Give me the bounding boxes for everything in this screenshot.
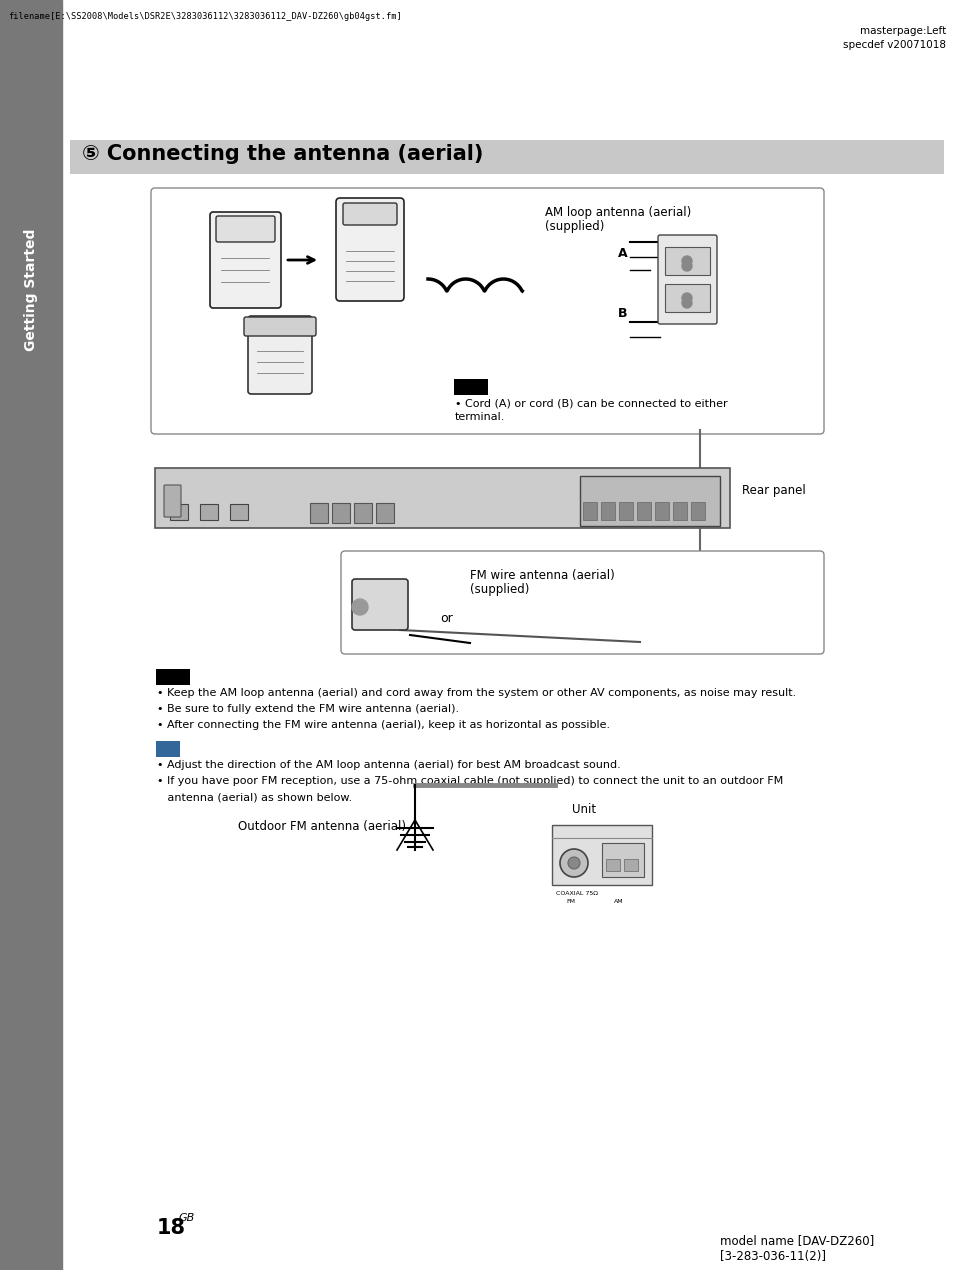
FancyBboxPatch shape xyxy=(156,669,190,685)
Bar xyxy=(552,826,651,885)
Bar xyxy=(655,502,668,519)
FancyBboxPatch shape xyxy=(244,318,315,337)
Text: • Cord (A) or cord (B) can be connected to either: • Cord (A) or cord (B) can be connected … xyxy=(455,398,727,408)
Circle shape xyxy=(559,850,587,878)
Bar xyxy=(230,504,248,519)
Text: 18: 18 xyxy=(157,1218,186,1238)
Bar xyxy=(310,503,328,523)
Text: B: B xyxy=(618,307,627,320)
Circle shape xyxy=(681,262,691,271)
Text: • Be sure to fully extend the FM wire antenna (aerial).: • Be sure to fully extend the FM wire an… xyxy=(157,704,458,714)
Text: AM loop antenna (aerial): AM loop antenna (aerial) xyxy=(544,206,691,218)
Text: terminal.: terminal. xyxy=(455,411,505,422)
Bar xyxy=(0,0,62,1270)
Text: (supplied): (supplied) xyxy=(470,583,529,596)
Bar xyxy=(170,504,188,519)
Bar xyxy=(623,859,638,871)
Bar xyxy=(605,859,619,871)
Text: ⑤ Connecting the antenna (aerial): ⑤ Connecting the antenna (aerial) xyxy=(82,144,483,164)
Circle shape xyxy=(681,293,691,304)
Text: [3-283-036-11(2)]: [3-283-036-11(2)] xyxy=(720,1250,825,1262)
Text: Note: Note xyxy=(161,672,185,681)
Bar xyxy=(354,503,372,523)
Circle shape xyxy=(352,599,368,615)
Text: Unit: Unit xyxy=(572,803,596,817)
Text: FM: FM xyxy=(565,899,575,904)
Text: masterpage:Left: masterpage:Left xyxy=(859,25,945,36)
Text: model name [DAV-DZ260]: model name [DAV-DZ260] xyxy=(720,1234,873,1247)
Text: Tip: Tip xyxy=(160,744,175,753)
Bar xyxy=(579,476,720,526)
FancyBboxPatch shape xyxy=(210,212,281,309)
Bar xyxy=(70,140,943,174)
Bar xyxy=(200,504,218,519)
FancyBboxPatch shape xyxy=(156,740,180,757)
FancyBboxPatch shape xyxy=(215,216,274,243)
Text: antenna (aerial) as shown below.: antenna (aerial) as shown below. xyxy=(157,792,352,801)
Text: or: or xyxy=(439,612,453,625)
Text: COAXIAL 75Ω: COAXIAL 75Ω xyxy=(556,892,598,897)
Bar xyxy=(664,284,709,312)
FancyBboxPatch shape xyxy=(343,203,396,225)
Text: • After connecting the FM wire antenna (aerial), keep it as horizontal as possib: • After connecting the FM wire antenna (… xyxy=(157,720,610,730)
Bar xyxy=(582,502,597,519)
Text: Note: Note xyxy=(458,382,482,391)
Text: (supplied): (supplied) xyxy=(544,220,604,232)
FancyBboxPatch shape xyxy=(352,579,408,630)
Bar xyxy=(690,502,704,519)
Circle shape xyxy=(681,257,691,265)
Circle shape xyxy=(681,298,691,309)
Bar xyxy=(332,503,350,523)
FancyBboxPatch shape xyxy=(151,188,823,434)
Bar xyxy=(637,502,650,519)
Bar xyxy=(601,843,643,878)
Text: filename[E:\SS2008\Models\DSR2E\3283036112\3283036112_DAV-DZ260\gb04gst.fm]: filename[E:\SS2008\Models\DSR2E\32830361… xyxy=(8,11,401,22)
Circle shape xyxy=(567,857,579,869)
Text: A: A xyxy=(618,246,627,260)
Text: Rear panel: Rear panel xyxy=(741,484,805,497)
Bar xyxy=(664,246,709,276)
Text: GB: GB xyxy=(179,1213,195,1223)
Bar xyxy=(618,502,633,519)
FancyBboxPatch shape xyxy=(658,235,717,324)
Text: AM: AM xyxy=(614,899,623,904)
Bar xyxy=(600,502,615,519)
Text: • If you have poor FM reception, use a 75-ohm coaxial cable (not supplied) to co: • If you have poor FM reception, use a 7… xyxy=(157,776,782,786)
FancyBboxPatch shape xyxy=(335,198,403,301)
Text: specdef v20071018: specdef v20071018 xyxy=(842,39,945,50)
Bar xyxy=(375,503,394,523)
Bar xyxy=(672,502,686,519)
Text: Outdoor FM antenna (aerial): Outdoor FM antenna (aerial) xyxy=(237,820,406,833)
Text: • Keep the AM loop antenna (aerial) and cord away from the system or other AV co: • Keep the AM loop antenna (aerial) and … xyxy=(157,688,796,698)
FancyBboxPatch shape xyxy=(340,551,823,654)
Text: FM wire antenna (aerial): FM wire antenna (aerial) xyxy=(470,569,614,582)
FancyBboxPatch shape xyxy=(248,316,312,394)
Text: • Adjust the direction of the AM loop antenna (aerial) for best AM broadcast sou: • Adjust the direction of the AM loop an… xyxy=(157,759,620,770)
Bar xyxy=(154,469,729,528)
Text: ANTENNA: ANTENNA xyxy=(586,827,617,832)
FancyBboxPatch shape xyxy=(164,485,181,517)
FancyBboxPatch shape xyxy=(454,378,488,395)
Text: Getting Started: Getting Started xyxy=(24,229,38,352)
